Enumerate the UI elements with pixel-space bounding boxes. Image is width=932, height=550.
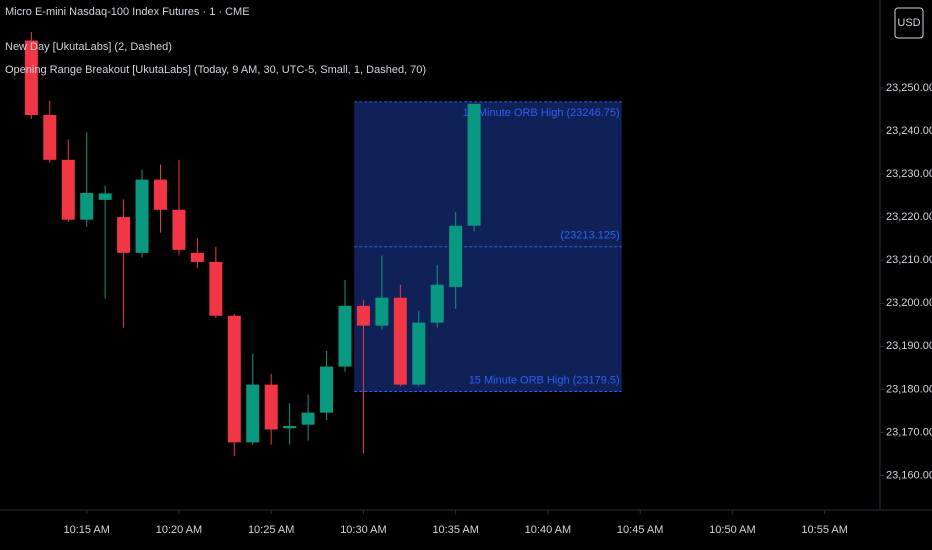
plot-area: 15 Minute ORB High (23246.75) (23213.125)… <box>24 31 622 457</box>
candle-body <box>135 179 149 253</box>
y-tick-label: 23,220.00 <box>886 211 932 223</box>
currency-label[interactable]: USD <box>897 17 920 29</box>
candle-body <box>283 426 297 429</box>
indicator-label: Opening Range Breakout [UkutaLabs] (Toda… <box>5 64 426 76</box>
candle-body <box>338 305 352 367</box>
candle-body <box>61 159 75 220</box>
x-tick-label: 10:50 AM <box>709 524 755 536</box>
candle-body <box>301 412 315 425</box>
candle-body <box>98 193 112 200</box>
x-tick-label: 10:25 AM <box>248 524 294 536</box>
x-tick-label: 10:30 AM <box>340 524 386 536</box>
y-tick-label: 23,230.00 <box>886 168 932 180</box>
y-tick-label: 23,180.00 <box>886 383 932 395</box>
candle-body <box>227 315 241 443</box>
orb-label: 15 Minute ORB High (23179.5) <box>469 374 620 386</box>
x-tick-label: 10:35 AM <box>432 524 478 536</box>
candle-body <box>209 261 223 316</box>
x-tick-label: 10:20 AM <box>156 524 202 536</box>
candle-body <box>264 384 278 430</box>
currency-button[interactable] <box>894 7 924 39</box>
x-tick-label: 10:15 AM <box>63 524 109 536</box>
y-tick-label: 23,160.00 <box>886 469 932 481</box>
candle-body <box>190 252 204 262</box>
candle-body <box>43 115 57 160</box>
x-tick-label: 10:45 AM <box>617 524 663 536</box>
candle-body <box>412 322 426 385</box>
candle-body <box>117 217 131 253</box>
x-tick-label: 10:55 AM <box>801 524 847 536</box>
candle-body <box>246 384 260 443</box>
candle-body <box>172 209 186 250</box>
y-tick-label: 23,170.00 <box>886 426 932 438</box>
candle-body <box>24 40 38 116</box>
y-tick-label: 23,200.00 <box>886 297 932 309</box>
y-tick-label: 23,190.00 <box>886 340 932 352</box>
chart-title: Micro E-mini Nasdaq-100 Index Futures · … <box>5 6 250 18</box>
candle-body <box>467 103 481 226</box>
candle-body <box>356 305 370 326</box>
candle-body <box>154 179 168 210</box>
x-tick-label: 10:40 AM <box>525 524 571 536</box>
candle-body <box>80 192 94 220</box>
y-tick-label: 23,250.00 <box>886 82 932 94</box>
y-tick-label: 23,210.00 <box>886 254 932 266</box>
candle-body <box>430 284 444 323</box>
indicator-label: New Day [UkutaLabs] (2, Dashed) <box>5 41 172 53</box>
candle-body <box>449 225 463 287</box>
candle-body <box>375 297 389 326</box>
orb-label: (23213.125) <box>560 230 619 242</box>
y-tick-label: 23,240.00 <box>886 125 932 137</box>
candle-body <box>393 297 407 385</box>
orb-label: 15 Minute ORB High (23246.75) <box>463 107 620 119</box>
candle-body <box>320 366 334 413</box>
